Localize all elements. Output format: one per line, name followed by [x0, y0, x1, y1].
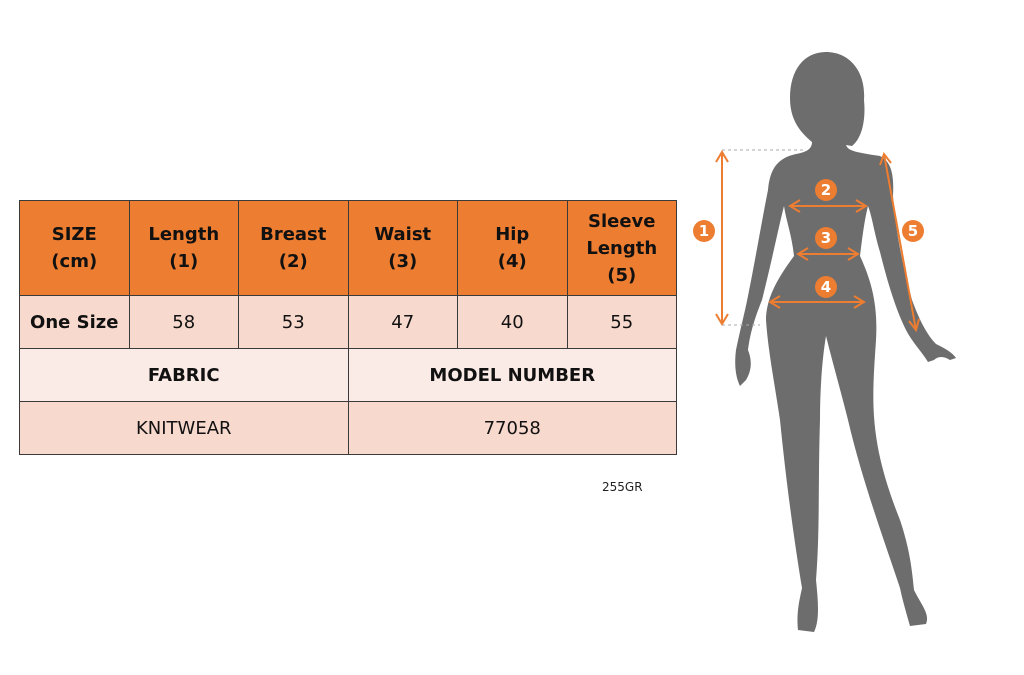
header-row: SIZE (cm) Length (1) Breast (2) Waist (3) Hi… [19, 200, 677, 296]
info-value-row: KNITWEAR 77058 [19, 401, 677, 455]
header-text: Length [148, 224, 220, 245]
model-number-value: 77058 [347, 401, 677, 455]
header-waist: Waist (3) [347, 200, 458, 296]
marker-3 [815, 227, 837, 249]
marker-label: 4 [821, 278, 831, 296]
measurement-arrows [715, 150, 920, 333]
header-text: SIZE [51, 224, 97, 245]
header-breast: Breast (2) [238, 200, 349, 296]
header-subtext: (cm) [51, 251, 98, 272]
marker-5 [902, 220, 924, 242]
marker-label: 1 [699, 222, 709, 240]
fabric-value: KNITWEAR [19, 401, 349, 455]
product-code: 255GR [602, 480, 643, 494]
header-subtext: (5) [607, 264, 637, 286]
header-subtext: (4) [497, 251, 527, 272]
marker-label: 5 [908, 222, 918, 240]
sleeve-arrow [883, 153, 917, 331]
size-chart-table: SIZE (cm) Length (1) Breast (2) Waist (3) Hi… [19, 200, 677, 455]
length-value: 58 [128, 295, 239, 349]
marker-1 [693, 220, 715, 242]
header-text: Waist [374, 224, 432, 245]
waist-value: 47 [347, 295, 458, 349]
marker-circles: 1 2 3 4 5 [693, 179, 924, 298]
header-hip: Hip (4) [457, 200, 568, 296]
marker-2 [815, 179, 837, 201]
size-label: One Size [19, 295, 130, 349]
header-text: Sleeve Length [586, 210, 658, 259]
hip-value: 40 [457, 295, 568, 349]
guide-lines [722, 149, 806, 326]
header-sleeve-length: Sleeve Length (5) [566, 200, 677, 296]
header-subtext: (1) [169, 251, 199, 272]
sleeve-length-value: 55 [566, 295, 677, 349]
header-text: Breast [260, 224, 327, 245]
marker-label: 3 [821, 229, 831, 247]
size-row: One Size 58 53 47 40 55 [19, 295, 677, 349]
header-length: Length (1) [128, 200, 239, 296]
marker-4 [815, 276, 837, 298]
header-size: SIZE (cm) [19, 200, 130, 296]
header-subtext: (3) [388, 251, 418, 272]
header-text: Hip [495, 224, 530, 245]
header-subtext: (2) [278, 251, 308, 272]
marker-label: 2 [821, 181, 831, 199]
silhouette [735, 52, 956, 632]
